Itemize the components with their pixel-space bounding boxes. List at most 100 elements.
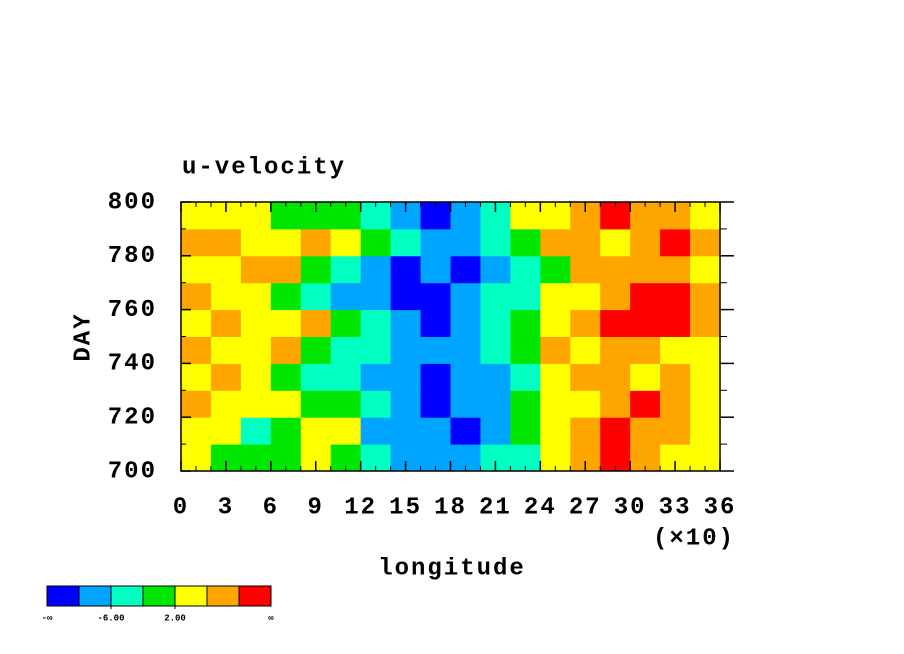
heat-cell bbox=[570, 228, 601, 257]
heat-cell bbox=[390, 363, 422, 391]
heat-cell bbox=[450, 363, 481, 391]
heat-cell bbox=[300, 390, 332, 418]
heat-cell bbox=[181, 282, 212, 311]
heat-cell bbox=[390, 255, 422, 284]
heat-cell bbox=[420, 309, 451, 337]
colorbar-box bbox=[46, 585, 80, 607]
heat-cell bbox=[360, 336, 392, 364]
heat-cell bbox=[300, 336, 332, 364]
heat-cell bbox=[390, 228, 422, 257]
heat-cell bbox=[390, 390, 422, 418]
heat-cell bbox=[240, 309, 272, 337]
heat-cell bbox=[480, 309, 511, 337]
heat-cell bbox=[210, 417, 242, 445]
heat-cell bbox=[690, 228, 721, 257]
heat-cell bbox=[210, 336, 242, 364]
heat-cell bbox=[240, 228, 272, 257]
x-axis-label: longitude bbox=[378, 555, 526, 582]
heat-cell bbox=[660, 363, 691, 391]
heat-cell bbox=[240, 390, 272, 418]
heat-cell bbox=[540, 363, 571, 391]
colorbar-tick-label: 2.00 bbox=[164, 613, 186, 623]
heat-cell bbox=[480, 282, 511, 311]
heat-cell bbox=[630, 390, 661, 418]
colorbar-box bbox=[174, 585, 208, 607]
colorbar-tick-label: -6.00 bbox=[97, 613, 124, 623]
heat-cell bbox=[630, 255, 661, 284]
heat-cell bbox=[600, 282, 631, 311]
heat-cell bbox=[690, 390, 721, 418]
x-tick-label: 15 bbox=[389, 494, 422, 521]
heat-cell bbox=[420, 228, 451, 257]
heat-cell bbox=[510, 228, 541, 257]
heat-cell bbox=[210, 255, 242, 284]
x-tick-label: 21 bbox=[479, 494, 512, 521]
heat-cell bbox=[570, 390, 601, 418]
x-tick-label: 9 bbox=[308, 494, 324, 521]
x-tick-label: 30 bbox=[614, 494, 647, 521]
heat-cell bbox=[660, 255, 691, 284]
heat-cell bbox=[690, 255, 721, 284]
heat-cell bbox=[270, 417, 302, 445]
heat-cell bbox=[450, 309, 481, 337]
heat-cell bbox=[630, 417, 661, 445]
heat-cell bbox=[540, 282, 571, 311]
heat-cell bbox=[210, 309, 242, 337]
heat-cell bbox=[540, 336, 571, 364]
heat-cell bbox=[210, 228, 242, 257]
heat-cell bbox=[240, 336, 272, 364]
y-tick-label: 800 bbox=[108, 189, 157, 216]
heat-cell bbox=[510, 282, 541, 311]
heat-cell bbox=[390, 336, 422, 364]
heat-cell bbox=[330, 417, 362, 445]
heat-cell bbox=[690, 336, 721, 364]
heat-cell bbox=[330, 309, 362, 337]
heat-cell bbox=[510, 417, 541, 445]
heat-cell bbox=[630, 228, 661, 257]
heat-cell bbox=[390, 417, 422, 445]
heat-cell bbox=[330, 363, 362, 391]
x-tick-label: 6 bbox=[263, 494, 279, 521]
heat-cell bbox=[240, 417, 272, 445]
heat-cell bbox=[480, 417, 511, 445]
heat-cell bbox=[690, 282, 721, 311]
heat-cell bbox=[420, 363, 451, 391]
heat-cell bbox=[360, 309, 392, 337]
heat-cell bbox=[450, 336, 481, 364]
colorbar-box bbox=[206, 585, 240, 607]
heat-cell bbox=[660, 282, 691, 311]
heat-cell bbox=[300, 417, 332, 445]
heat-cell bbox=[480, 336, 511, 364]
heat-cell bbox=[660, 417, 691, 445]
heat-cell bbox=[600, 336, 631, 364]
heat-cell bbox=[480, 390, 511, 418]
heat-cell bbox=[210, 363, 242, 391]
heat-cell bbox=[420, 336, 451, 364]
heat-cell bbox=[660, 390, 691, 418]
heat-cell bbox=[570, 417, 601, 445]
colorbar-box bbox=[78, 585, 112, 607]
heat-cell bbox=[420, 255, 451, 284]
heat-cell bbox=[540, 309, 571, 337]
heat-cell bbox=[540, 390, 571, 418]
heat-cell bbox=[181, 417, 212, 445]
heat-cell bbox=[420, 390, 451, 418]
heat-cell bbox=[270, 336, 302, 364]
heat-cell bbox=[270, 390, 302, 418]
colorbar-box bbox=[238, 585, 272, 607]
heat-cell bbox=[510, 390, 541, 418]
x-multiplier: (×10) bbox=[653, 525, 735, 552]
colorbar-min-label: -∞ bbox=[42, 613, 53, 623]
heat-cell bbox=[390, 282, 422, 311]
heat-cell bbox=[450, 255, 481, 284]
heat-cell bbox=[240, 363, 272, 391]
heat-cell bbox=[600, 255, 631, 284]
x-tick-label: 33 bbox=[659, 494, 692, 521]
colorbar-box bbox=[110, 585, 144, 607]
heat-cell bbox=[360, 390, 392, 418]
heat-cell bbox=[330, 228, 362, 257]
x-tick-label: 12 bbox=[344, 494, 377, 521]
heat-cell bbox=[330, 282, 362, 311]
